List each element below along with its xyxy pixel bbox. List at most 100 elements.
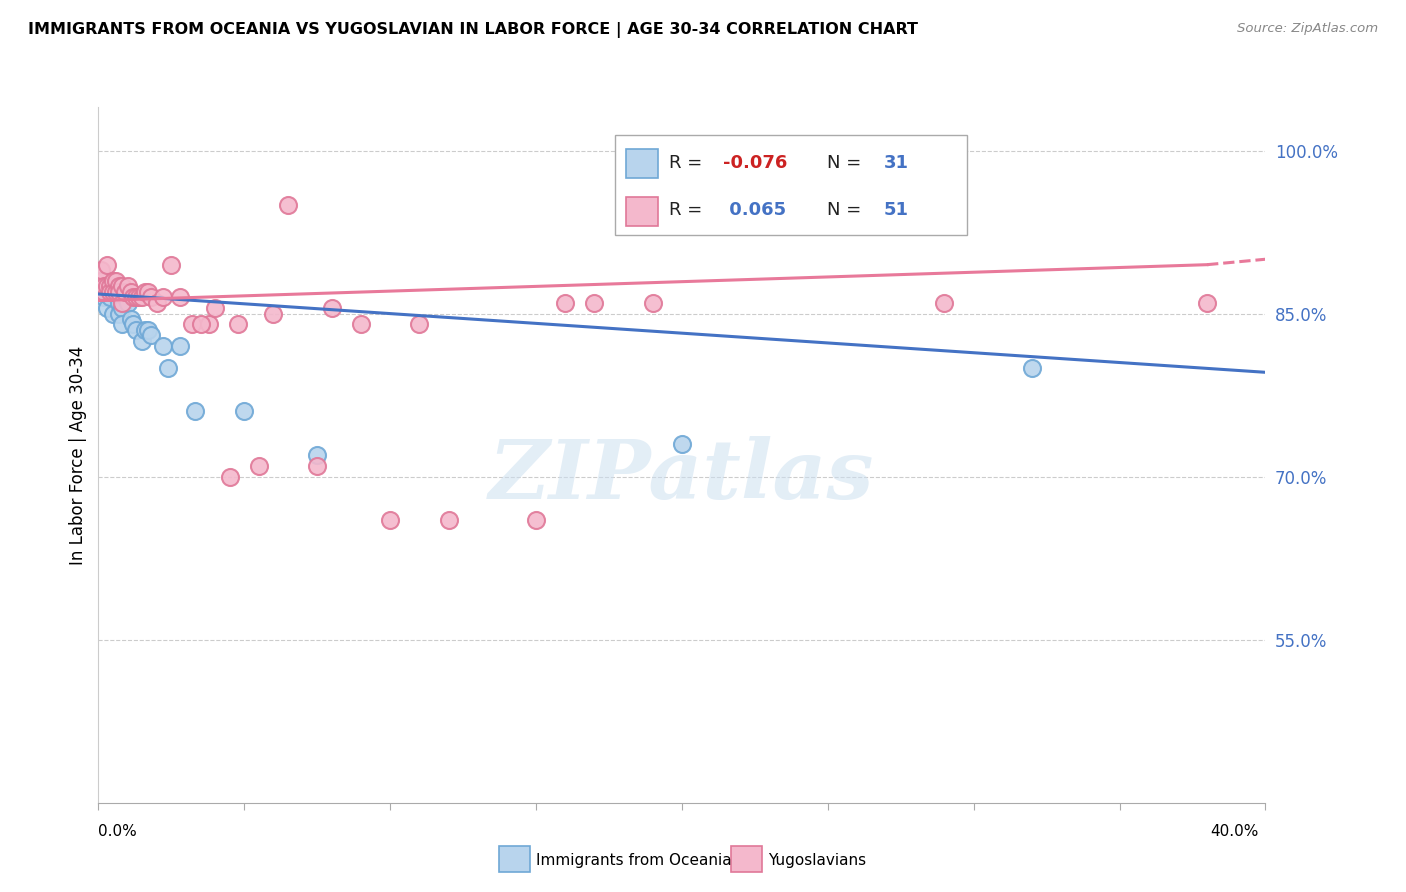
Point xyxy=(183,404,205,418)
Point xyxy=(152,339,174,353)
Point xyxy=(104,274,127,288)
FancyBboxPatch shape xyxy=(626,197,658,226)
Point xyxy=(114,285,136,299)
Text: Immigrants from Oceania: Immigrants from Oceania xyxy=(536,854,731,868)
Point xyxy=(101,307,124,321)
Point xyxy=(152,290,174,304)
Point xyxy=(934,295,956,310)
Point xyxy=(233,404,256,418)
Text: -0.076: -0.076 xyxy=(723,153,787,171)
Point xyxy=(90,263,112,277)
Point xyxy=(98,279,121,293)
Point xyxy=(93,285,115,299)
Point xyxy=(122,290,145,304)
Point xyxy=(90,274,112,288)
Text: R =: R = xyxy=(669,153,709,171)
Point xyxy=(108,285,131,299)
FancyBboxPatch shape xyxy=(616,135,966,235)
Point xyxy=(554,295,576,310)
Text: Source: ZipAtlas.com: Source: ZipAtlas.com xyxy=(1237,22,1378,36)
Point xyxy=(96,285,118,299)
Point xyxy=(198,318,221,332)
Point xyxy=(247,458,270,473)
Point xyxy=(93,290,115,304)
Point xyxy=(98,285,121,299)
Point xyxy=(111,318,134,332)
Point xyxy=(671,437,693,451)
Text: 31: 31 xyxy=(884,153,910,171)
Point xyxy=(408,318,430,332)
Point xyxy=(131,290,153,304)
Point xyxy=(169,290,191,304)
Point xyxy=(101,285,124,299)
Text: R =: R = xyxy=(669,201,709,219)
Point xyxy=(101,285,124,299)
Text: 0.065: 0.065 xyxy=(723,201,786,219)
Point xyxy=(1195,295,1218,310)
Point xyxy=(114,290,136,304)
Text: ZIPatlas: ZIPatlas xyxy=(489,436,875,516)
Point xyxy=(108,295,131,310)
Point xyxy=(180,318,202,332)
Point xyxy=(307,458,329,473)
Point xyxy=(134,323,156,337)
Point xyxy=(96,301,118,315)
Point xyxy=(93,279,115,293)
Point xyxy=(277,198,299,212)
Point xyxy=(98,290,121,304)
Point xyxy=(117,279,139,293)
Point xyxy=(104,285,127,299)
Point xyxy=(218,469,240,483)
Point xyxy=(1021,361,1043,376)
Point xyxy=(524,513,547,527)
Point xyxy=(125,323,148,337)
Point xyxy=(321,301,343,315)
Text: IMMIGRANTS FROM OCEANIA VS YUGOSLAVIAN IN LABOR FORCE | AGE 30-34 CORRELATION CH: IMMIGRANTS FROM OCEANIA VS YUGOSLAVIAN I… xyxy=(28,22,918,38)
Point xyxy=(204,301,226,315)
Point xyxy=(160,258,183,272)
Point xyxy=(136,323,159,337)
FancyBboxPatch shape xyxy=(626,149,658,178)
Point xyxy=(125,290,148,304)
Point xyxy=(437,513,460,527)
Point xyxy=(169,339,191,353)
Point xyxy=(108,307,131,321)
Point xyxy=(228,318,250,332)
Point xyxy=(96,258,118,272)
Text: 0.0%: 0.0% xyxy=(98,824,138,838)
Point xyxy=(378,513,402,527)
Y-axis label: In Labor Force | Age 30-34: In Labor Force | Age 30-34 xyxy=(69,345,87,565)
Point xyxy=(136,285,159,299)
Point xyxy=(134,285,156,299)
Point xyxy=(111,301,134,315)
Point xyxy=(101,274,124,288)
Point xyxy=(104,285,127,299)
Text: N =: N = xyxy=(827,153,866,171)
Point xyxy=(139,290,162,304)
Point xyxy=(131,334,153,348)
Point xyxy=(111,279,134,293)
Text: Yugoslavians: Yugoslavians xyxy=(768,854,866,868)
Point xyxy=(146,295,169,310)
Point xyxy=(117,295,139,310)
Point xyxy=(262,307,284,321)
Point xyxy=(108,279,131,293)
Point xyxy=(157,361,180,376)
Point xyxy=(90,274,112,288)
Point xyxy=(350,318,373,332)
Text: 51: 51 xyxy=(884,201,910,219)
Point xyxy=(120,312,142,326)
Point xyxy=(641,295,664,310)
Point xyxy=(139,328,162,343)
Point xyxy=(96,279,118,293)
Point xyxy=(583,295,606,310)
Point xyxy=(190,318,212,332)
Point xyxy=(98,279,121,293)
Point xyxy=(120,285,142,299)
Text: N =: N = xyxy=(827,201,866,219)
Point xyxy=(111,295,134,310)
Point xyxy=(93,285,115,299)
Point xyxy=(307,448,329,462)
Point xyxy=(128,290,150,304)
Point xyxy=(122,318,145,332)
